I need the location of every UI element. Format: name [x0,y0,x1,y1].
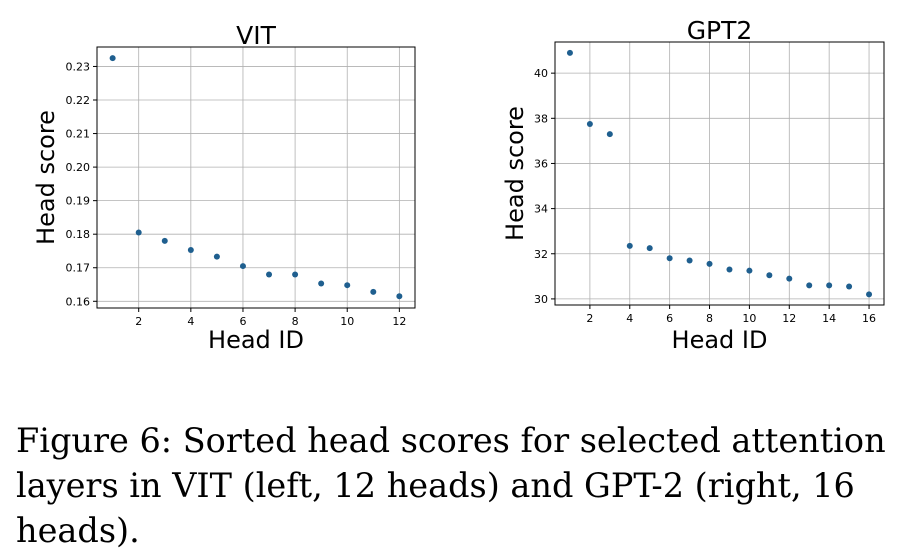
data-point [586,120,593,127]
data-point [826,282,833,289]
x-tick-label: 12 [392,315,406,328]
x-tick-label: 6 [239,315,246,328]
x-tick-label: 10 [340,315,354,328]
x-tick-label: 14 [822,312,836,325]
data-point [786,275,793,282]
y-tick-label: 0.20 [66,161,91,174]
x-tick-label: 2 [135,315,142,328]
plot-frame [554,41,885,306]
x-tick-label: 6 [666,312,673,325]
y-tick-label: 38 [534,112,548,125]
chart-title: VIT [236,21,276,50]
data-point [344,282,351,289]
x-axis-label: Head ID [208,326,304,354]
data-point [806,282,813,289]
data-point [686,257,693,264]
data-point [666,255,673,262]
data-point [646,245,653,252]
x-tick-label: 4 [626,312,633,325]
data-point [396,293,403,300]
y-axis-label: Head score [501,106,529,241]
x-tick-label: 16 [862,312,876,325]
figure-caption: Figure 6: Sorted head scores for selecte… [16,421,886,550]
y-tick-label: 32 [534,248,548,261]
data-point [292,271,299,278]
y-tick-label: 0.19 [66,195,91,208]
y-tick-label: 0.18 [66,228,91,241]
data-point [135,229,142,236]
gpt2-chart: 2 4 6 8 10 12 14 16 30 32 34 36 38 40 GPT2 Head ID Head … [501,16,885,354]
y-tick-label: 36 [534,157,548,170]
y-tick-label: 0.17 [66,262,91,275]
data-point [706,260,713,267]
data-point [318,280,325,287]
chart-title: GPT2 [687,16,753,45]
plot-frame [96,46,416,309]
y-tick-label: 0.23 [66,60,91,73]
vit-chart: 2 4 6 8 10 12 0.16 0.17 0.18 0.19 0.20 0.21 0.22 0.23… [32,21,416,354]
x-tick-label: 4 [187,315,194,328]
data-point [766,272,773,279]
data-point [239,263,246,270]
data-point [846,283,853,290]
data-point [187,246,194,253]
data-point [626,242,633,249]
x-axis-label: Head ID [672,326,768,354]
data-point [266,271,273,278]
data-point [161,237,168,244]
data-point [213,253,220,260]
x-tick-label: 8 [292,315,299,328]
figure-canvas: 2 4 6 8 10 12 0.16 0.17 0.18 0.19 0.20 0.21 0.22 0.23… [32,16,885,354]
y-tick-label: 30 [534,293,548,306]
x-tick-label: 12 [782,312,796,325]
data-point [746,267,753,274]
x-tick-label: 8 [706,312,713,325]
data-point [566,49,573,56]
data-point [866,291,873,298]
y-axis-label: Head score [32,110,60,245]
y-tick-label: 0.21 [66,128,91,141]
data-point [109,55,116,62]
y-tick-label: 40 [534,67,548,80]
y-tick-label: 0.16 [66,295,91,308]
data-point [606,131,613,138]
x-tick-label: 2 [586,312,593,325]
y-tick-label: 0.22 [66,94,91,107]
data-point [726,266,733,273]
x-tick-label: 10 [742,312,756,325]
data-point [370,288,377,295]
y-tick-label: 34 [534,203,548,216]
